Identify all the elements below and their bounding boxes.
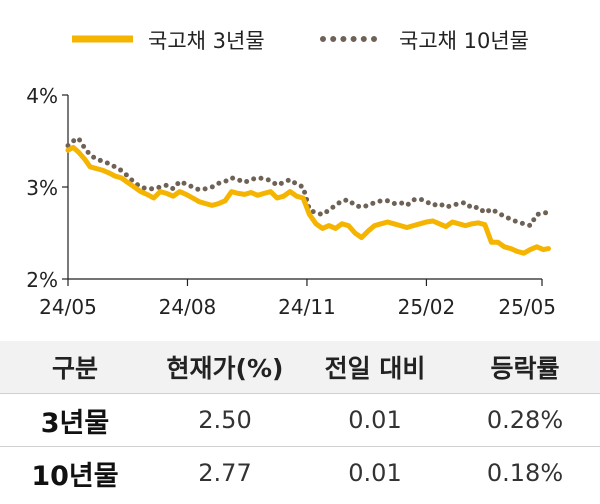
x-tick-label: 25/02 [398,295,456,319]
series-line-10y [65,135,551,229]
series-line-3y [65,144,551,256]
row-rate: 0.28% [450,393,600,447]
header-change: 전일 대비 [300,341,450,394]
header-current-price: 현재가(%) [150,341,300,394]
series-layer [65,135,551,256]
x-tick-label: 24/08 [159,295,217,319]
row-name: 10년물 [0,446,150,499]
y-tick-label: 2% [26,268,58,292]
row-rate: 0.18% [450,446,600,499]
legend: 국고채 3년물 국고채 10년물 [72,29,529,53]
legend-label-10y: 국고채 10년물 [399,29,529,53]
legend-label-3y: 국고채 3년물 [148,29,265,53]
table-row: 3년물 2.50 0.01 0.28% [0,393,600,447]
row-current: 2.50 [150,393,300,447]
x-ticks: 24/05 24/08 24/11 25/02 25/05 [39,279,556,319]
row-change: 0.01 [300,446,450,499]
row-name: 3년물 [0,393,150,447]
header-category: 구분 [0,341,150,394]
row-current: 2.77 [150,446,300,499]
yield-quote-table: 구분 현재가(%) 전일 대비 등락률 3년물 2.50 0.01 0.28% … [0,341,600,499]
table-header-row: 구분 현재가(%) 전일 대비 등락률 [0,341,600,394]
y-tick-label: 4% [26,84,58,108]
y-tick-label: 3% [26,176,58,200]
x-tick-label: 25/05 [498,295,556,319]
x-tick-label: 24/11 [278,295,336,319]
x-tick-label: 24/05 [39,295,97,319]
table-row: 10년물 2.77 0.01 0.18% [0,446,600,499]
yield-line-chart: 국고채 3년물 국고채 10년물 2%3%4% 24/05 24/08 24/11 2… [26,29,556,319]
row-change: 0.01 [300,393,450,447]
header-change-rate: 등락률 [450,341,600,394]
y-ticks: 2% 3% 4% [26,84,68,292]
